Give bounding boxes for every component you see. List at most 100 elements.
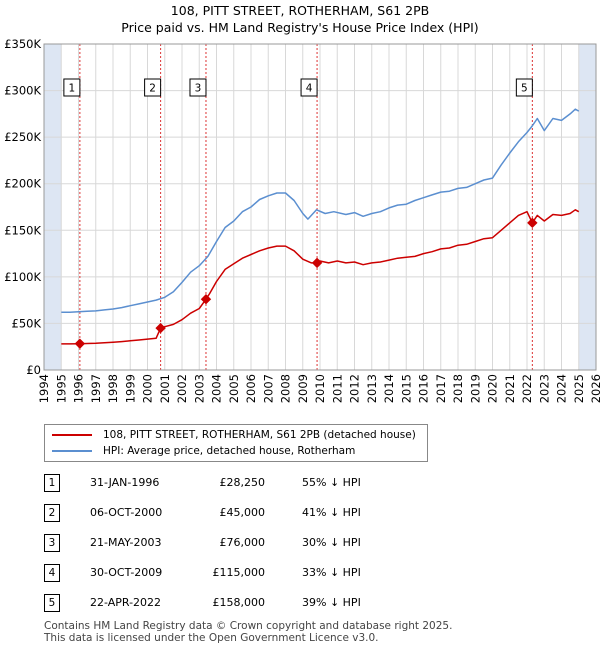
table-row: 5 22-APR-2022 £158,000 39% ↓ HPI <box>40 594 460 612</box>
x-tick-label: 2016 <box>417 374 431 403</box>
sale-date: 31-JAN-1996 <box>90 476 160 489</box>
y-tick-label: £250K <box>4 130 41 144</box>
footer: Contains HM Land Registry data © Crown c… <box>44 620 452 644</box>
sale-price: £76,000 <box>219 536 266 549</box>
legend-label-price-paid: 108, PITT STREET, ROTHERHAM, S61 2PB (de… <box>103 429 416 441</box>
sale-label-box-rect <box>300 78 318 97</box>
table-row: 4 30-OCT-2009 £115,000 33% ↓ HPI <box>40 564 460 582</box>
y-tick-label: £150K <box>4 223 41 237</box>
x-tick-label: 2014 <box>382 374 396 403</box>
x-tick-label: 2002 <box>175 374 189 403</box>
sale-hpi-diff: 55% ↓ HPI <box>302 476 361 489</box>
sale-number-box: 1 <box>44 474 60 492</box>
sale-label-box: 3 <box>189 78 207 97</box>
shaded-range <box>578 44 596 370</box>
x-tick-label: 1995 <box>54 374 68 403</box>
x-tick-label: 2026 <box>589 374 600 403</box>
y-tick-label: £0 <box>26 363 41 377</box>
sale-hpi-diff: 39% ↓ HPI <box>302 596 361 609</box>
y-tick-label: £350K <box>4 37 41 51</box>
table-row: 1 31-JAN-1996 £28,250 55% ↓ HPI <box>40 474 460 492</box>
legend-swatch-price-paid <box>52 434 92 436</box>
x-tick-label: 2022 <box>520 374 534 403</box>
x-tick-label: 2021 <box>503 374 517 403</box>
sale-price: £28,250 <box>219 476 266 489</box>
x-tick-label: 2009 <box>296 374 310 403</box>
x-tick-label: 2023 <box>537 374 551 403</box>
y-tick-label: £200K <box>4 177 41 191</box>
x-tick-label: 2024 <box>555 374 569 403</box>
sale-label-box-rect <box>144 78 162 97</box>
legend-swatch-hpi <box>52 450 92 452</box>
y-tick-label: £50K <box>12 316 42 330</box>
sale-point <box>155 322 166 334</box>
sale-price: £158,000 <box>212 596 266 609</box>
sale-point <box>200 294 212 305</box>
plot-frame <box>43 43 597 371</box>
sale-label-box: 2 <box>144 78 162 97</box>
x-tick-label: 2025 <box>572 374 586 403</box>
sale-date: 21-MAY-2003 <box>90 536 162 549</box>
x-tick-label: 2010 <box>313 374 327 403</box>
sale-hpi-diff: 33% ↓ HPI <box>302 566 361 579</box>
x-tick-label: 2017 <box>434 374 448 403</box>
sale-label: 3 <box>195 83 202 95</box>
shaded-range <box>44 44 62 370</box>
x-tick-label: 1997 <box>89 374 103 403</box>
sale-label-box: 5 <box>515 78 533 97</box>
sale-point <box>311 257 323 269</box>
sale-number-box: 5 <box>44 594 60 612</box>
x-tick-label: 2003 <box>192 374 206 403</box>
sale-number-box: 2 <box>44 504 60 522</box>
sale-date: 06-OCT-2000 <box>90 506 163 519</box>
chart-title: 108, PITT STREET, ROTHERHAM, S61 2PB Pri… <box>0 2 600 36</box>
sale-label: 1 <box>69 83 76 95</box>
x-tick-label: 1999 <box>123 374 137 403</box>
x-tick-label: 2001 <box>158 374 172 403</box>
sale-date: 22-APR-2022 <box>90 596 162 609</box>
x-tick-label: 2013 <box>365 374 379 403</box>
x-tick-label: 2011 <box>330 374 344 403</box>
sale-label-box-rect <box>515 78 533 97</box>
sale-number-box: 4 <box>44 564 60 582</box>
sale-point <box>527 217 538 229</box>
sale-label-box: 1 <box>63 78 81 97</box>
x-tick-label: 1998 <box>106 374 120 403</box>
sale-hpi-diff: 41% ↓ HPI <box>302 506 361 519</box>
sale-label-box: 4 <box>300 78 318 97</box>
sale-point <box>74 338 86 349</box>
x-tick-label: 2007 <box>261 374 275 403</box>
x-tick-label: 2000 <box>141 374 155 403</box>
sale-date: 30-OCT-2009 <box>90 566 163 579</box>
y-tick-label: £300K <box>4 84 41 98</box>
x-tick-label: 2015 <box>399 374 413 403</box>
price-chart: £0 £50K £100K £150K £200K £250K £300K £350K 1994… <box>4 37 600 403</box>
legend: 108, PITT STREET, ROTHERHAM, S61 2PB (de… <box>44 424 428 462</box>
footer-line-1: Contains HM Land Registry data © Crown c… <box>44 620 453 632</box>
sale-label-box-rect <box>189 78 207 97</box>
title-line-2: Price paid vs. HM Land Registry's House … <box>121 20 479 35</box>
x-tick-label: 2019 <box>468 374 482 403</box>
title-line-1: 108, PITT STREET, ROTHERHAM, S61 2PB <box>170 3 430 18</box>
sale-label-box-rect <box>63 78 81 97</box>
sale-label: 4 <box>306 83 313 95</box>
sale-price: £115,000 <box>212 566 266 579</box>
sale-label: 5 <box>521 83 528 95</box>
sale-label: 2 <box>149 83 156 95</box>
y-tick-label: £100K <box>4 270 41 284</box>
table-row: 3 21-MAY-2003 £76,000 30% ↓ HPI <box>40 534 460 552</box>
sale-number-box: 3 <box>44 534 60 552</box>
x-tick-label: 2005 <box>227 374 241 403</box>
x-tick-label: 2012 <box>348 374 362 403</box>
table-row: 2 06-OCT-2000 £45,000 41% ↓ HPI <box>40 504 460 522</box>
legend-label-hpi: HPI: Average price, detached house, Roth… <box>103 445 356 457</box>
x-tick-label: 1996 <box>72 374 86 403</box>
x-tick-label: 2018 <box>451 374 465 403</box>
hpi-series-line <box>61 108 580 314</box>
x-tick-label: 2004 <box>210 374 224 403</box>
x-tick-label: 1994 <box>37 374 51 403</box>
footer-line-2: This data is licensed under the Open Gov… <box>44 632 379 644</box>
x-tick-label: 2008 <box>279 374 293 403</box>
x-tick-label: 2020 <box>486 374 500 403</box>
sale-price: £45,000 <box>219 506 266 519</box>
